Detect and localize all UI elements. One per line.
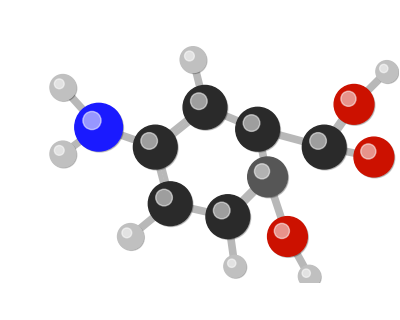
- Circle shape: [303, 126, 347, 170]
- Circle shape: [228, 259, 236, 268]
- Circle shape: [376, 60, 398, 83]
- Circle shape: [236, 107, 280, 151]
- Circle shape: [299, 266, 321, 288]
- Circle shape: [237, 108, 280, 152]
- Circle shape: [141, 132, 158, 149]
- Circle shape: [148, 182, 192, 226]
- Circle shape: [181, 48, 207, 74]
- Circle shape: [302, 269, 310, 277]
- Circle shape: [268, 218, 308, 257]
- Circle shape: [268, 217, 307, 256]
- Circle shape: [248, 157, 288, 197]
- Circle shape: [380, 64, 388, 73]
- Circle shape: [310, 132, 326, 149]
- Circle shape: [83, 111, 101, 130]
- Circle shape: [134, 125, 177, 169]
- Circle shape: [207, 196, 251, 239]
- Circle shape: [76, 104, 124, 152]
- Circle shape: [249, 158, 288, 198]
- Circle shape: [180, 47, 206, 73]
- Circle shape: [334, 84, 374, 124]
- Circle shape: [50, 75, 76, 100]
- Circle shape: [51, 76, 77, 101]
- Circle shape: [51, 142, 77, 168]
- Circle shape: [335, 85, 375, 125]
- Circle shape: [75, 103, 122, 151]
- Circle shape: [50, 141, 76, 167]
- Circle shape: [341, 91, 356, 106]
- Circle shape: [355, 138, 395, 178]
- Circle shape: [54, 146, 64, 155]
- Circle shape: [225, 256, 247, 278]
- Circle shape: [156, 189, 172, 206]
- Circle shape: [134, 126, 178, 170]
- Circle shape: [54, 79, 64, 89]
- Circle shape: [377, 62, 399, 84]
- Circle shape: [190, 93, 207, 109]
- Circle shape: [184, 51, 194, 61]
- Circle shape: [118, 225, 144, 251]
- Circle shape: [274, 223, 290, 238]
- Circle shape: [149, 183, 193, 227]
- Circle shape: [184, 86, 228, 130]
- Circle shape: [254, 164, 270, 179]
- Circle shape: [302, 125, 346, 169]
- Circle shape: [224, 255, 246, 277]
- Circle shape: [361, 144, 376, 159]
- Circle shape: [118, 224, 143, 249]
- Circle shape: [243, 115, 260, 132]
- Text: alamy - FRR6Y6: alamy - FRR6Y6: [150, 295, 250, 308]
- Circle shape: [298, 265, 320, 287]
- Circle shape: [354, 137, 394, 177]
- Circle shape: [122, 228, 132, 238]
- Circle shape: [206, 195, 250, 238]
- Circle shape: [213, 202, 230, 219]
- Circle shape: [183, 85, 227, 129]
